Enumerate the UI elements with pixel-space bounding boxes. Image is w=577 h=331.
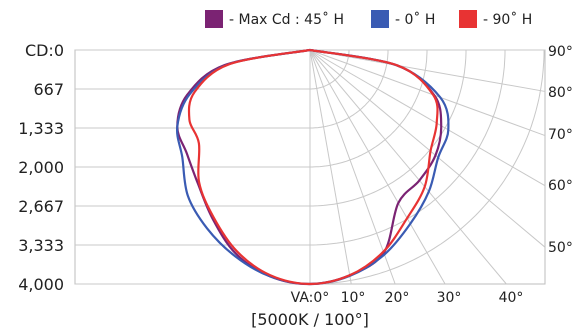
grid-spoke [309, 49, 352, 285]
bottom-angle-label: 10° [341, 290, 366, 306]
grid-arc [310, 50, 350, 90]
radial-tick-label: 3,333 [18, 236, 64, 255]
radial-tick-label: 2,667 [18, 197, 64, 216]
chart-subtitle: [5000K / 100°] [251, 310, 369, 329]
legend-label: - 0˚ H [395, 11, 435, 28]
bottom-angle-label: VA:0° [291, 290, 330, 306]
radial-tick-label: 667 [33, 80, 64, 99]
legend: - Max Cd : 45˚ H - 0˚ H - 90˚ H [205, 10, 532, 28]
radial-tick-label: 4,000 [18, 275, 64, 294]
radial-tick-label: 1,333 [18, 119, 64, 138]
bottom-angle-labels: VA:0° 10° 20° 30° 40° [291, 290, 524, 306]
intensity-curves [175, 48, 450, 286]
right-angle-label: 80° [548, 85, 573, 101]
grid-spoke [309, 49, 546, 92]
legend-label: - 90˚ H [483, 11, 532, 28]
series-curve [187, 48, 439, 286]
legend-label: - Max Cd : 45˚ H [229, 11, 344, 28]
right-angle-label: 50° [548, 240, 573, 256]
polar-grid [74, 49, 546, 285]
grid-spoke [309, 49, 546, 137]
radial-tick-labels: CD:0 667 1,333 2,000 2,667 3,333 4,000 [18, 41, 64, 294]
grid-spoke [309, 49, 507, 285]
legend-swatch [205, 10, 223, 28]
right-angle-labels: 90° 80° 70° 60° 50° [548, 44, 573, 256]
grid-arc [310, 50, 389, 129]
right-angle-label: 70° [548, 127, 573, 143]
grid-arc [310, 50, 506, 246]
grid-spoke [309, 49, 546, 248]
right-angle-label: 60° [548, 178, 573, 194]
grid-spoke [309, 49, 546, 187]
bottom-angle-label: 40° [499, 290, 524, 306]
grid-arc [310, 50, 467, 207]
radial-tick-label: 2,000 [18, 158, 64, 177]
grid-spoke [309, 49, 396, 285]
radial-tick-label: CD:0 [25, 41, 64, 60]
grid-arc [310, 50, 545, 285]
grid-spoke [309, 49, 446, 285]
bottom-angle-label: 20° [385, 290, 410, 306]
bottom-angle-label: 30° [437, 290, 462, 306]
right-angle-label: 90° [548, 44, 573, 60]
legend-swatch [459, 10, 477, 28]
legend-swatch [371, 10, 389, 28]
